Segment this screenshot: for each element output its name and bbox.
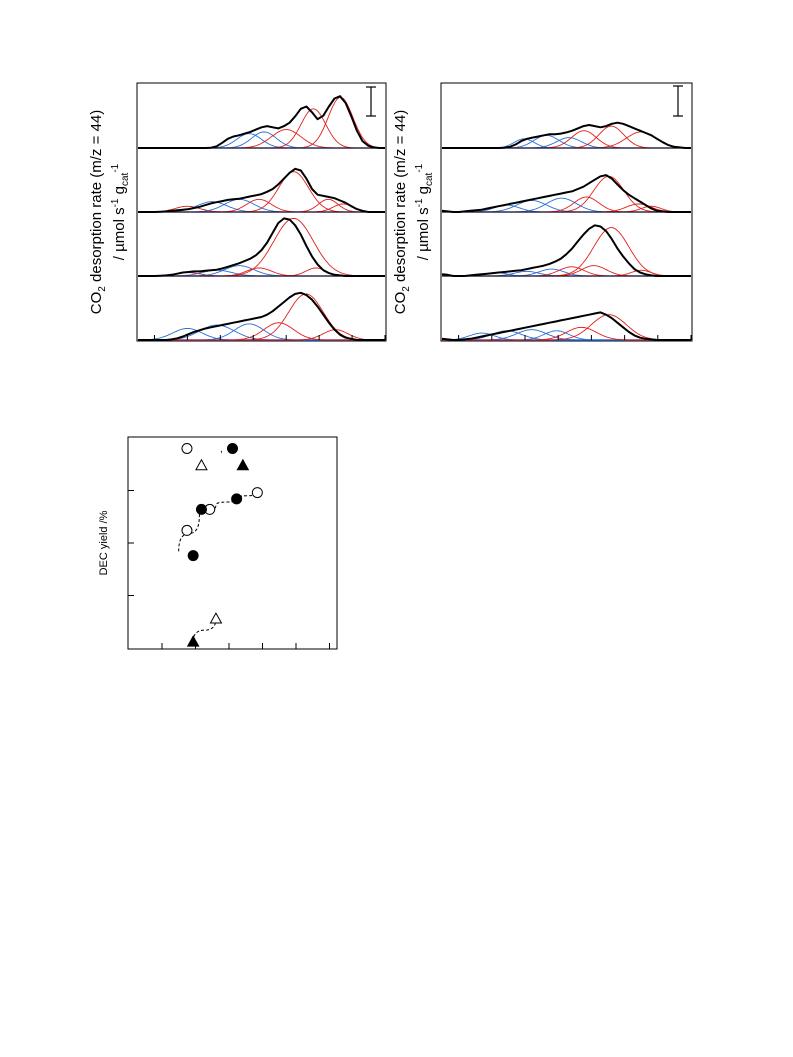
circle-filled-marker	[231, 493, 243, 505]
basic-site-peak	[442, 138, 691, 149]
data-points	[181, 443, 263, 647]
y-axis-label-right: CO2 desorption rate (m/z = 44) / µmol s-…	[392, 110, 435, 314]
strong-site-peak	[138, 96, 385, 149]
basic-site-peak	[442, 137, 691, 149]
strong-site-peak	[442, 131, 691, 149]
total-desorption-trace	[138, 217, 385, 277]
tpd-panel-right: CO2 desorption rate (m/z = 44) / µmol s-…	[392, 82, 693, 342]
panel-frame	[440, 82, 693, 342]
dashed-guide	[192, 618, 217, 642]
scale-bar	[673, 85, 683, 117]
strong-site-peak	[138, 171, 385, 213]
svg-text:/ µmol s-1 gcat-1: / µmol s-1 gcat-1	[414, 163, 435, 260]
svg-text:CO2 desorption rate (m/z = 44): CO2 desorption rate (m/z = 44)	[88, 110, 108, 314]
tpd-panel-left: CO2 desorption rate (m/z = 44) / µmol s-…	[88, 82, 387, 342]
x-ticks	[458, 335, 692, 340]
legend-separator: ,	[220, 444, 223, 455]
strong-site-peak	[138, 108, 385, 149]
total-desorption-trace	[441, 224, 691, 277]
strong-site-peak	[138, 217, 385, 277]
trace-group	[441, 121, 691, 341]
guide-lines	[178, 492, 258, 642]
x-ticks	[153, 335, 386, 340]
scale-bar	[366, 86, 376, 117]
triangle-open-marker	[209, 612, 223, 624]
dashed-guide	[178, 492, 258, 552]
trace-group	[137, 95, 385, 341]
strong-site-peak	[442, 227, 691, 277]
triangle-open-marker	[195, 458, 208, 471]
total-desorption-trace	[138, 95, 385, 149]
total-desorption-trace	[138, 167, 385, 213]
svg-text:/ µmol s-1 gcat-1: / µmol s-1 gcat-1	[110, 163, 131, 260]
panel-frame	[127, 436, 338, 650]
circle-open-marker	[251, 487, 263, 499]
triangle-filled-marker	[236, 458, 250, 471]
axis-ticks	[128, 490, 330, 649]
y-axis-label-left: CO2 desorption rate (m/z = 44) / µmol s-…	[88, 110, 131, 314]
yield-panel: , DEC yield /%	[98, 436, 338, 650]
circle-open-marker	[181, 443, 193, 454]
total-desorption-trace	[441, 311, 691, 341]
y-axis-label-yield: DEC yield /%	[98, 510, 110, 575]
panel-frame	[136, 82, 387, 342]
circle-open-marker	[181, 524, 193, 536]
circle-filled-marker	[227, 443, 238, 454]
circle-filled-marker	[187, 550, 199, 562]
svg-text:CO2 desorption rate (m/z = 44): CO2 desorption rate (m/z = 44)	[392, 110, 412, 314]
circle-filled-marker	[195, 503, 207, 515]
strong-site-peak	[138, 329, 385, 341]
total-desorption-trace	[441, 174, 691, 213]
total-desorption-trace	[138, 291, 385, 341]
basic-site-peak	[138, 131, 385, 149]
triangle-filled-marker	[186, 635, 200, 647]
basic-site-peak	[138, 133, 385, 149]
